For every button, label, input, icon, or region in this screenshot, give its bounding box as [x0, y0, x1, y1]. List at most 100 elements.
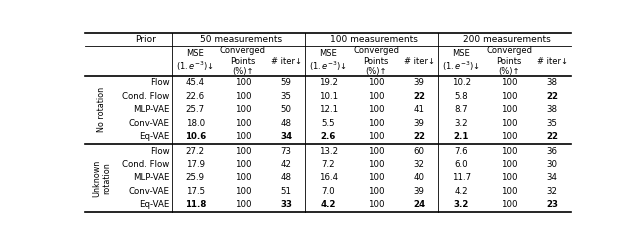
- Text: 41: 41: [413, 106, 425, 114]
- Text: 51: 51: [281, 187, 292, 196]
- Text: 22: 22: [413, 92, 425, 101]
- Text: 100: 100: [235, 174, 252, 182]
- Text: Cond. Flow: Cond. Flow: [122, 160, 170, 169]
- Text: 60: 60: [413, 147, 425, 156]
- Text: 17.5: 17.5: [186, 187, 205, 196]
- Text: 36: 36: [547, 147, 557, 156]
- Text: 100: 100: [235, 160, 252, 169]
- Text: 100: 100: [501, 147, 517, 156]
- Text: 5.8: 5.8: [454, 92, 468, 101]
- Text: 6.0: 6.0: [454, 160, 468, 169]
- Text: 11.7: 11.7: [452, 174, 471, 182]
- Text: 40: 40: [413, 174, 425, 182]
- Text: 24: 24: [413, 200, 425, 209]
- Text: 100: 100: [501, 200, 517, 209]
- Text: 10.1: 10.1: [319, 92, 338, 101]
- Text: 5.5: 5.5: [321, 119, 335, 128]
- Text: 19.2: 19.2: [319, 78, 338, 87]
- Text: 35: 35: [547, 119, 557, 128]
- Text: Flow: Flow: [150, 147, 170, 156]
- Text: 22.6: 22.6: [186, 92, 205, 101]
- Text: 12.1: 12.1: [319, 106, 338, 114]
- Text: 39: 39: [413, 187, 424, 196]
- Text: Conv-VAE: Conv-VAE: [129, 119, 170, 128]
- Text: 100: 100: [235, 187, 252, 196]
- Text: 7.2: 7.2: [321, 160, 335, 169]
- Text: 3.2: 3.2: [454, 200, 469, 209]
- Text: 27.2: 27.2: [186, 147, 205, 156]
- Text: 100: 100: [235, 92, 252, 101]
- Text: # iter↓: # iter↓: [404, 57, 435, 66]
- Text: # iter↓: # iter↓: [537, 57, 568, 66]
- Text: Prior: Prior: [135, 35, 156, 44]
- Text: 2.6: 2.6: [321, 132, 336, 141]
- Text: 22: 22: [413, 132, 425, 141]
- Text: MSE
$(1.e^{-3})$↓: MSE $(1.e^{-3})$↓: [177, 49, 214, 73]
- Text: 22: 22: [546, 92, 558, 101]
- Text: 100: 100: [235, 78, 252, 87]
- Text: 2.1: 2.1: [454, 132, 469, 141]
- Text: 38: 38: [547, 106, 557, 114]
- Text: 100: 100: [235, 147, 252, 156]
- Text: 100: 100: [501, 187, 517, 196]
- Text: 34: 34: [280, 132, 292, 141]
- Text: 100: 100: [235, 132, 252, 141]
- Text: 100: 100: [235, 200, 252, 209]
- Text: 200 measurements: 200 measurements: [463, 35, 550, 44]
- Text: 23: 23: [546, 200, 558, 209]
- Text: 100: 100: [368, 78, 384, 87]
- Text: Converged
Points
(%)↑: Converged Points (%)↑: [486, 46, 532, 76]
- Text: Converged
Points
(%)↑: Converged Points (%)↑: [353, 46, 399, 76]
- Text: Cond. Flow: Cond. Flow: [122, 92, 170, 101]
- Text: 25.7: 25.7: [186, 106, 205, 114]
- Text: 35: 35: [281, 92, 292, 101]
- Text: Converged
Points
(%)↑: Converged Points (%)↑: [220, 46, 266, 76]
- Text: 100: 100: [368, 174, 384, 182]
- Text: MSE
$(1.e^{-3})$↓: MSE $(1.e^{-3})$↓: [309, 49, 348, 73]
- Text: # iter↓: # iter↓: [271, 57, 301, 66]
- Text: 50 measurements: 50 measurements: [200, 35, 282, 44]
- Text: Flow: Flow: [150, 78, 170, 87]
- Text: 100 measurements: 100 measurements: [330, 35, 418, 44]
- Text: 59: 59: [281, 78, 292, 87]
- Text: MLP-VAE: MLP-VAE: [133, 174, 170, 182]
- Text: 48: 48: [281, 119, 292, 128]
- Text: 38: 38: [547, 78, 557, 87]
- Text: 100: 100: [368, 187, 384, 196]
- Text: 7.0: 7.0: [321, 187, 335, 196]
- Text: 25.9: 25.9: [186, 174, 205, 182]
- Text: 100: 100: [501, 106, 517, 114]
- Text: Conv-VAE: Conv-VAE: [129, 187, 170, 196]
- Text: 100: 100: [501, 132, 517, 141]
- Text: 100: 100: [501, 78, 517, 87]
- Text: 100: 100: [501, 92, 517, 101]
- Text: 100: 100: [368, 147, 384, 156]
- Text: Unknown
rotation: Unknown rotation: [92, 159, 111, 197]
- Text: 13.2: 13.2: [319, 147, 338, 156]
- Text: 3.2: 3.2: [454, 119, 468, 128]
- Text: 100: 100: [501, 174, 517, 182]
- Text: 100: 100: [368, 92, 384, 101]
- Text: MSE
$(1.e^{-3})$↓: MSE $(1.e^{-3})$↓: [442, 49, 481, 73]
- Text: 39: 39: [413, 78, 424, 87]
- Text: 100: 100: [501, 119, 517, 128]
- Text: 10.6: 10.6: [185, 132, 206, 141]
- Text: 100: 100: [368, 106, 384, 114]
- Text: 50: 50: [281, 106, 292, 114]
- Text: 18.0: 18.0: [186, 119, 205, 128]
- Text: Eq-VAE: Eq-VAE: [139, 132, 170, 141]
- Text: 4.2: 4.2: [321, 200, 336, 209]
- Text: 32: 32: [547, 187, 557, 196]
- Text: 100: 100: [501, 160, 517, 169]
- Text: 100: 100: [235, 106, 252, 114]
- Text: 45.4: 45.4: [186, 78, 205, 87]
- Text: No rotation: No rotation: [97, 87, 106, 132]
- Text: 100: 100: [235, 119, 252, 128]
- Text: 73: 73: [281, 147, 292, 156]
- Text: 100: 100: [368, 160, 384, 169]
- Text: 33: 33: [280, 200, 292, 209]
- Text: 48: 48: [281, 174, 292, 182]
- Text: MLP-VAE: MLP-VAE: [133, 106, 170, 114]
- Text: 8.7: 8.7: [454, 106, 468, 114]
- Text: 30: 30: [547, 160, 557, 169]
